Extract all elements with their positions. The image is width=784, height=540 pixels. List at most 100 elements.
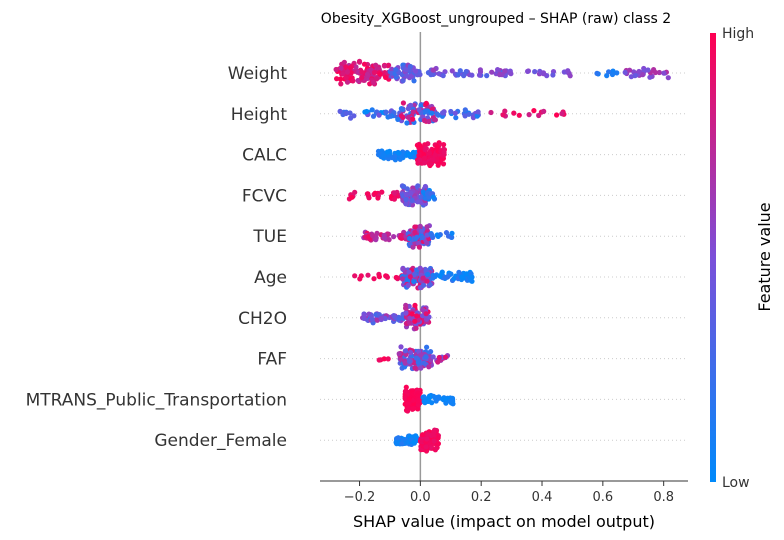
shap-point [376,112,382,118]
shap-point [414,313,420,319]
shap-point [387,113,393,119]
shap-point [457,68,463,74]
shap-point [415,183,421,189]
shap-point [408,73,415,79]
shap-point [402,395,408,401]
shap-point [405,408,411,414]
shap-point [357,276,363,282]
shap-point [453,115,459,121]
shap-point [430,275,436,281]
shap-point [431,438,437,444]
shap-point [508,71,514,77]
shap-point [424,228,430,234]
shap-point [412,68,419,74]
shap-point [405,282,411,288]
shap-point [338,81,344,87]
shap-point [350,78,356,84]
shap-point [381,63,387,69]
shap-point [447,398,453,404]
shap-point [484,73,490,79]
x-tick-label: 0.2 [471,490,492,505]
shap-point [430,432,436,438]
shap-point [645,67,651,73]
shap-point [366,195,372,201]
shap-point [403,201,409,207]
shap-point [489,69,495,75]
shap-point [416,244,422,250]
shap-point [361,313,367,319]
shap-point [423,100,429,106]
shap-point [459,274,465,280]
shap-point [412,302,418,308]
shap-point [405,401,411,407]
shap-point [399,276,405,282]
shap-point [412,224,418,230]
shap-point [430,67,436,73]
colorbar: High Low Feature value [710,26,774,491]
shap-point [442,354,449,360]
shap-point [475,109,481,115]
feature-label: Gender_Female [154,431,287,451]
feature-label: MTRANS_Public_Transportation [26,390,287,410]
shap-point [426,393,433,399]
shap-point [356,58,363,64]
shap-point [415,406,421,412]
shap-point [550,72,556,78]
feature-label: Weight [228,64,288,84]
shap-point [614,70,620,76]
shap-point [371,276,377,282]
shap-point [382,315,388,321]
feature-label: CALC [242,146,287,166]
shap-point [423,354,429,360]
shap-point [554,112,560,118]
shap-point [445,233,452,239]
colorbar-gradient [710,33,716,482]
shap-point [424,278,430,284]
shap-point [440,73,446,79]
shap-point [435,435,441,441]
shap-point [400,78,406,84]
shap-point [442,69,448,75]
shap-point [417,142,423,149]
shap-point [400,107,406,113]
shap-point [402,348,408,354]
shap-point [412,229,418,235]
shap-point [344,69,350,75]
shap-point [352,273,358,279]
shap-point [410,109,416,115]
shap-point [374,76,380,82]
shap-point [565,68,571,74]
shap-point [516,112,522,118]
shap-point [430,156,436,163]
shap-point [435,233,441,239]
shap-point [420,307,426,313]
shap-point [370,79,376,85]
shap-point [426,150,433,156]
shap-points [333,58,671,454]
shap-point [500,112,506,118]
shap-point [435,359,441,365]
feature-label: Age [254,268,287,288]
shap-point [419,234,425,241]
shap-point [424,224,430,230]
feature-label: FAF [257,350,287,370]
shap-point [469,72,475,78]
shap-point [536,112,542,119]
shap-point [406,396,412,402]
shap-point [361,61,368,67]
shap-point [466,111,472,117]
shap-point [409,197,415,203]
shap-point [424,344,430,350]
shap-point [394,275,400,281]
shap-point [403,305,409,311]
shap-point [434,157,440,163]
shap-point [418,365,424,371]
colorbar-title: Feature value [755,202,774,311]
shap-point [525,68,531,74]
shap-point [502,68,508,74]
shap-point [474,113,480,119]
shap-point [349,194,355,200]
shap-point [636,68,642,75]
shap-point [384,149,390,155]
